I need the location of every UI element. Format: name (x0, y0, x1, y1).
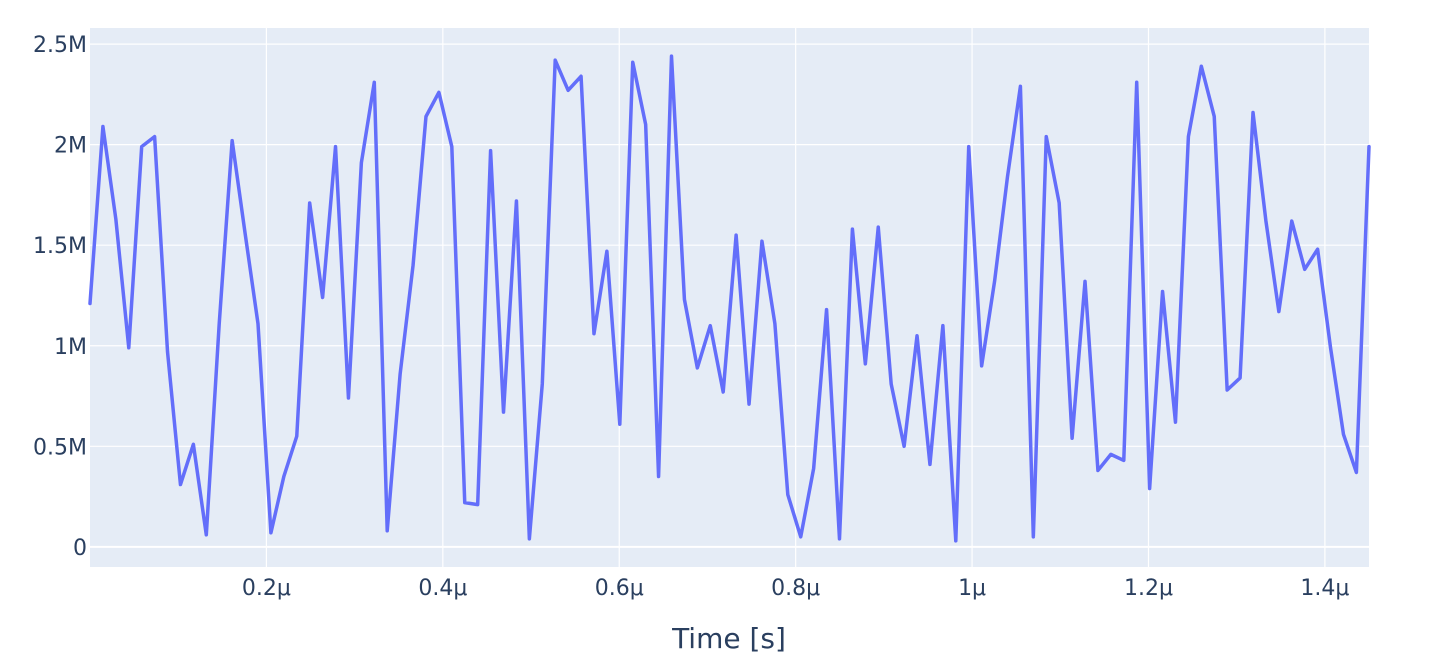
y-tick-label: 0.5M (33, 435, 87, 460)
y-tick-label: 1M (54, 335, 87, 360)
x-tick-label: 0.4μ (418, 576, 467, 601)
x-tick-label: 1μ (958, 576, 986, 601)
x-tick-label: 1.2μ (1124, 576, 1173, 601)
y-tick-label: 0 (73, 536, 87, 561)
y-tick-label: 2.5M (33, 33, 87, 58)
y-tick-labels: 0 0.5M 1M 1.5M 2M 2.5M (33, 33, 87, 561)
x-tick-label: 0.8μ (771, 576, 820, 601)
x-tick-label: 1.4μ (1300, 576, 1349, 601)
x-tick-labels: 0.2μ 0.4μ 0.6μ 0.8μ 1μ 1.2μ 1.4μ (242, 576, 1349, 601)
y-tick-label: 2M (54, 134, 87, 159)
x-tick-label: 0.2μ (242, 576, 291, 601)
x-tick-label: 0.6μ (595, 576, 644, 601)
y-tick-label: 1.5M (33, 234, 87, 259)
x-axis-title: Time [s] (671, 622, 786, 655)
series-line (88, 54, 1371, 543)
